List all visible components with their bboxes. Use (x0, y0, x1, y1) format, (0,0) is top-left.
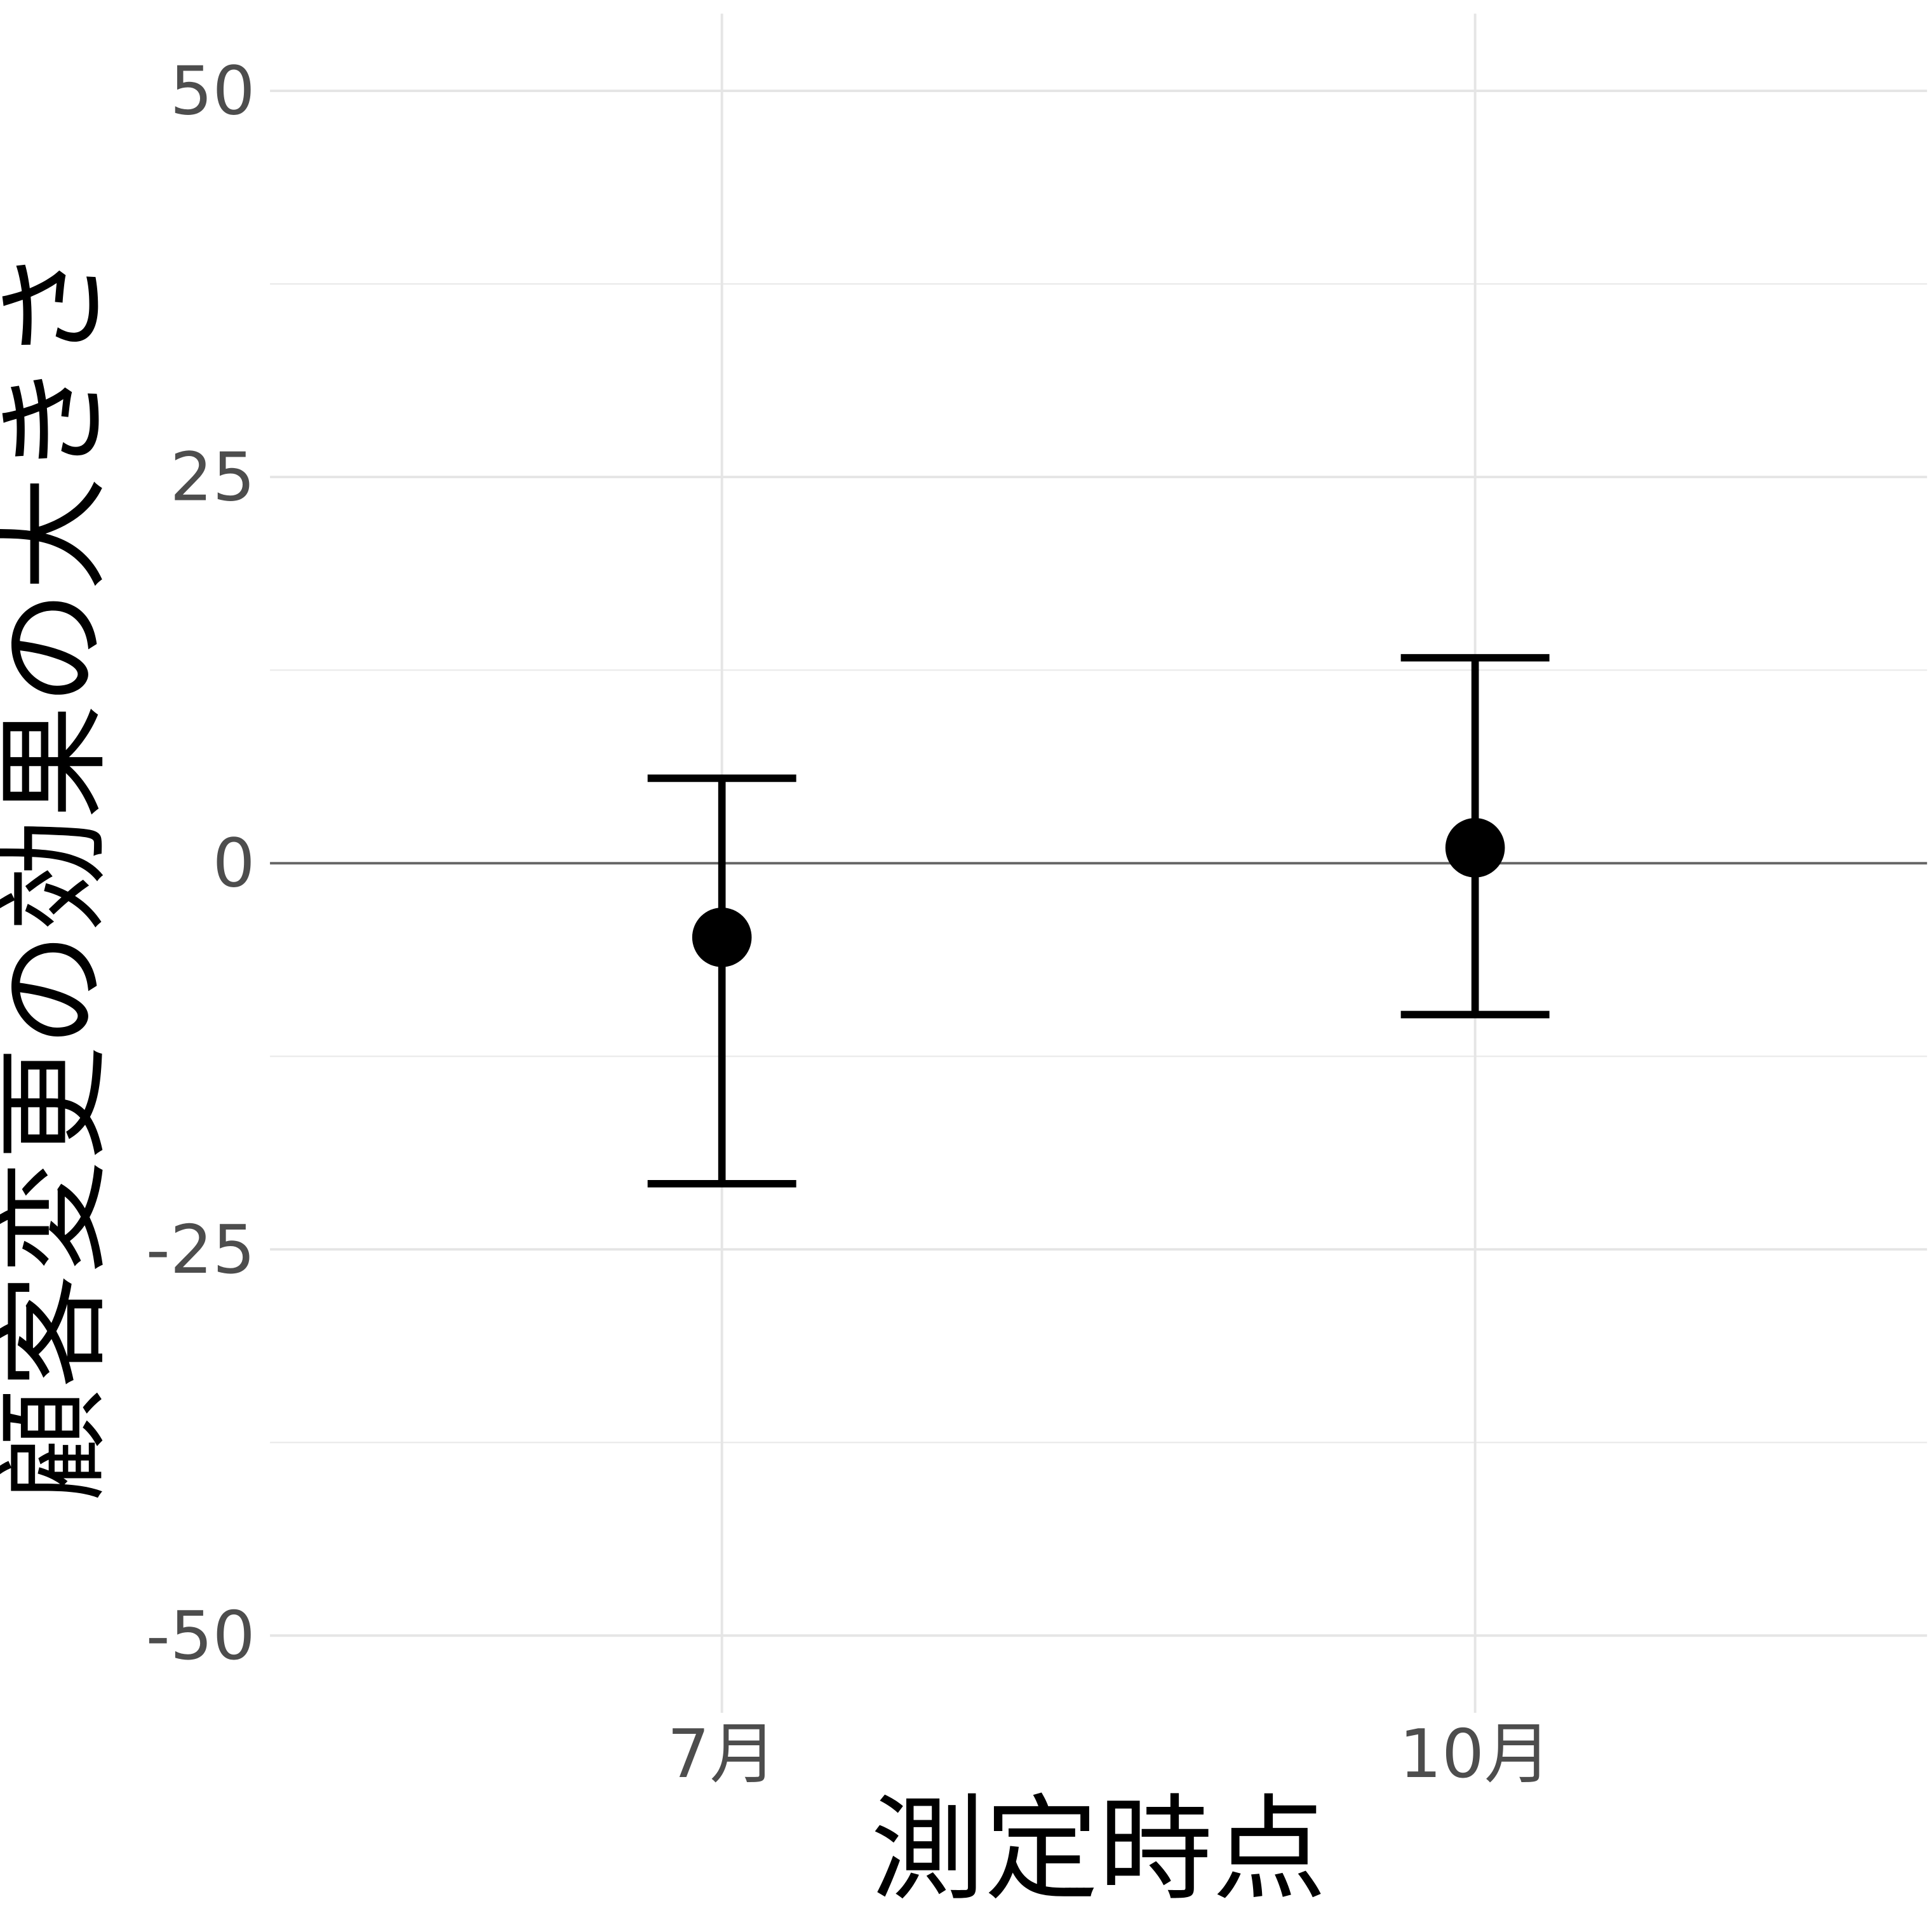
y-tick-label: 0 (213, 824, 255, 902)
x-axis-title: 測定時点 (871, 1783, 1327, 1916)
y-axis-title: 顧客変更の効果の大きさ (0, 249, 121, 1502)
y-tick-label: -25 (146, 1211, 255, 1289)
x-tick-label: 7月 (667, 1715, 777, 1793)
y-tick-label: 25 (170, 438, 255, 516)
x-tick-label: 10月 (1399, 1715, 1551, 1793)
point (692, 908, 752, 967)
point (1445, 818, 1505, 878)
y-tick-label: 50 (170, 52, 255, 130)
y-tick-label: -50 (146, 1597, 255, 1675)
